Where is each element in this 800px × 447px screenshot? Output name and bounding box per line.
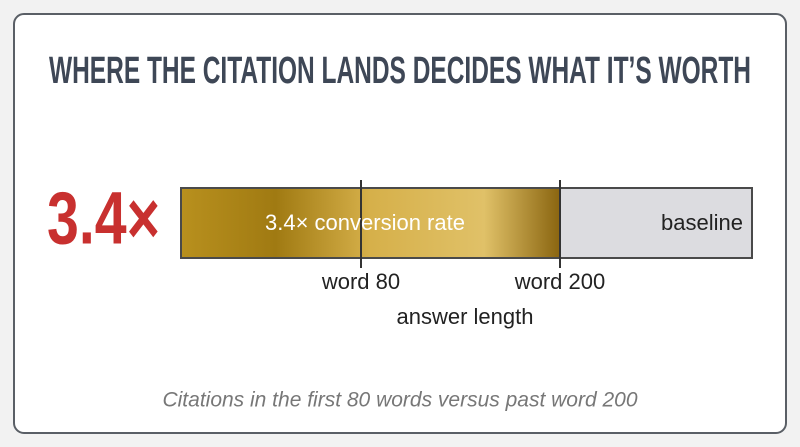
title: WHERE THE CITATION LANDS DECIDES WHAT IT… [49, 50, 751, 92]
stat: 3.4× [47, 177, 160, 260]
marker-label: word 200 [514, 269, 606, 294]
highlight-segment [181, 188, 560, 258]
caption: Citations in the first 80 words versus p… [162, 389, 637, 412]
marker-label: word 80 [321, 269, 400, 294]
axis-label: answer length [397, 304, 534, 329]
segment-label: 3.4× conversion rate [265, 210, 465, 235]
bar-outline [180, 187, 753, 259]
baseline-segment [560, 188, 752, 258]
segment-label: baseline [661, 210, 743, 235]
